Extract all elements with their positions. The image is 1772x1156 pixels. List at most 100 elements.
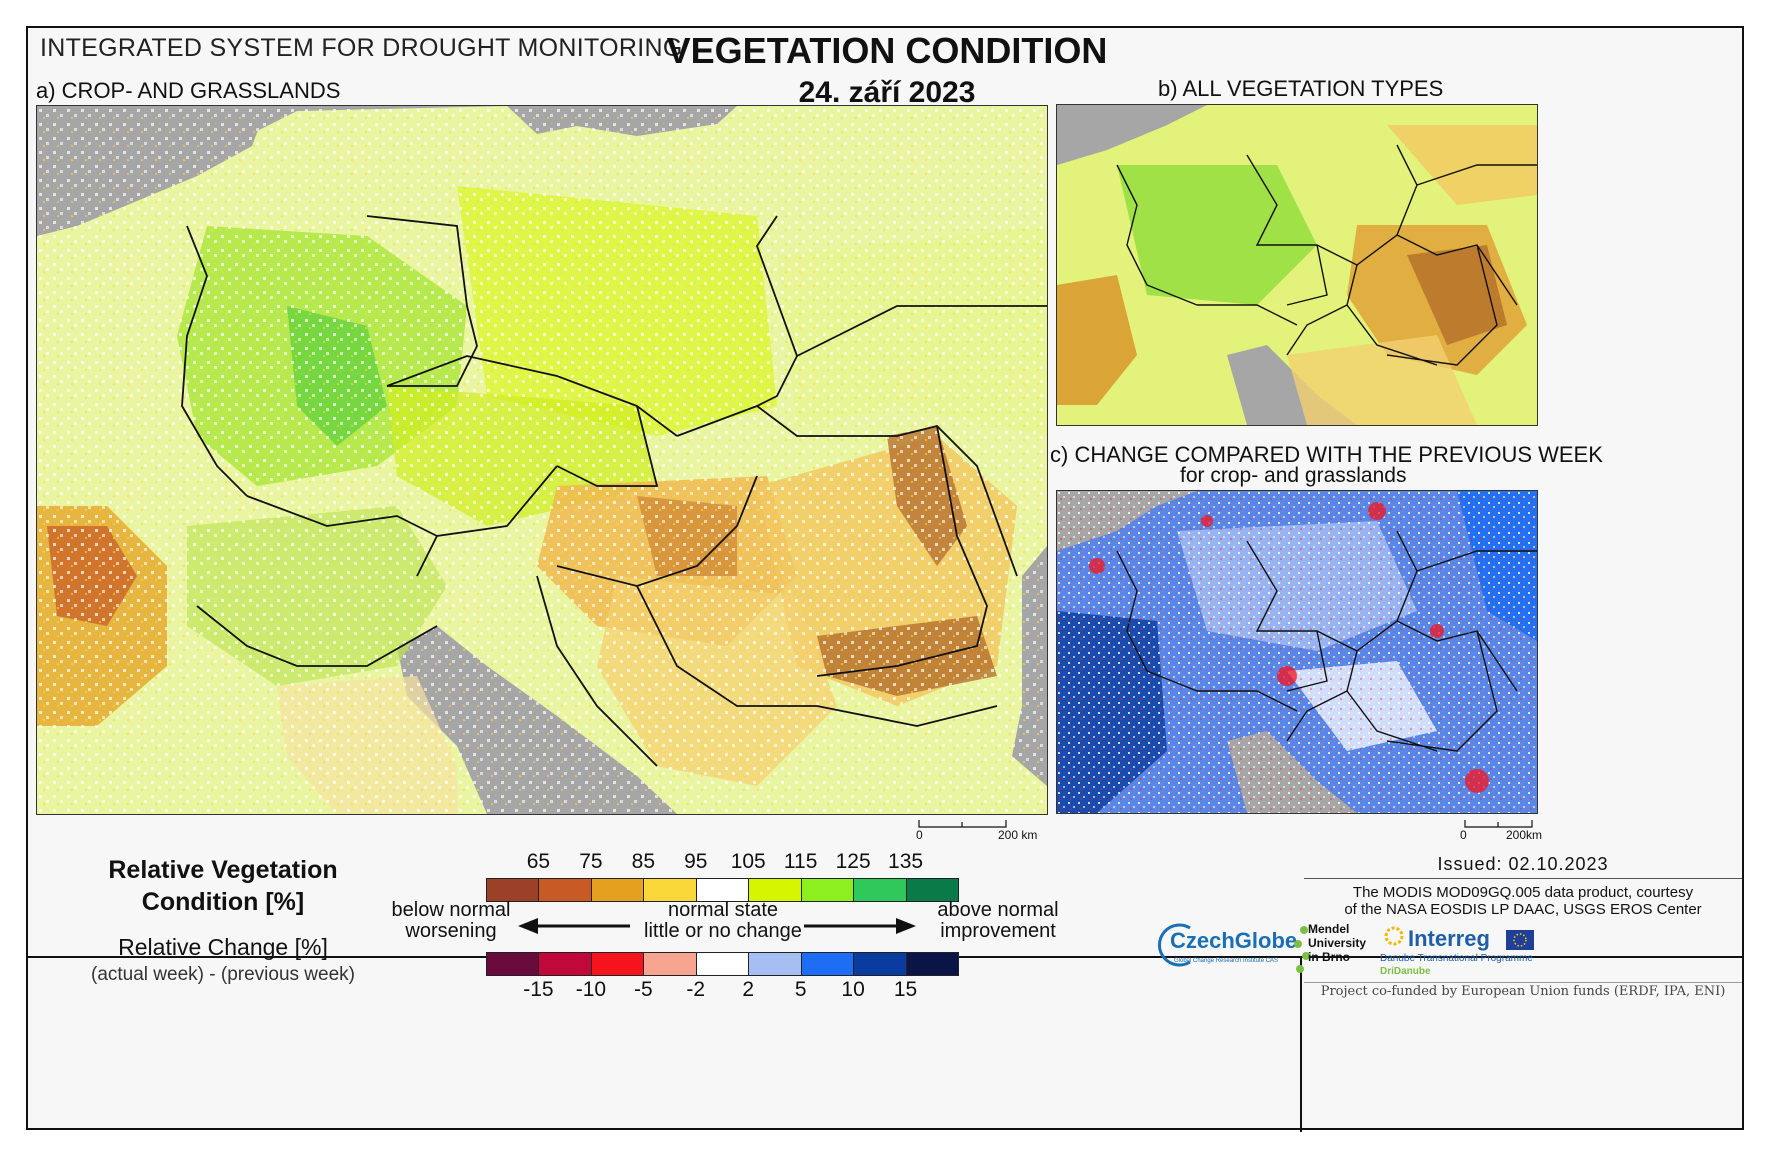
rvc-legend-title: Relative Vegetation Condition [%] xyxy=(88,854,358,918)
credits-divider xyxy=(1300,958,1302,1132)
rc-tick-label: 10 xyxy=(841,978,865,1001)
scale-end-main-label: 200 km xyxy=(998,828,1038,842)
legend-normal-state: normal state xyxy=(667,899,779,921)
panel-c-label: c) CHANGE COMPARED WITH THE PREVIOUS WEE… xyxy=(1050,442,1603,467)
rvc-color-bar xyxy=(486,878,959,902)
rc-legend-title: Relative Change [%] xyxy=(118,934,328,960)
map-a-canvas xyxy=(37,106,1047,814)
pixel-texture xyxy=(37,106,1047,814)
rvc-tick-label: 95 xyxy=(684,850,708,873)
rvc-tick-label: 75 xyxy=(579,850,603,873)
mendel-dots-icon xyxy=(1294,926,1310,973)
rvc-swatch xyxy=(695,878,750,902)
rvc-swatch xyxy=(643,878,697,902)
map-all-vegetation xyxy=(1056,104,1538,426)
rc-color-bar xyxy=(486,952,959,976)
sea-b-north xyxy=(1057,105,1197,165)
legend-mid-text: normal state little or no change xyxy=(628,900,818,942)
green-b xyxy=(1117,165,1317,305)
page-title: VEGETATION CONDITION xyxy=(666,30,1108,71)
funding-note: Project co-funded by European Union fund… xyxy=(1320,984,1726,999)
legend-right-text: above normal improvement xyxy=(928,900,1068,942)
arrow-right-icon xyxy=(804,918,916,934)
scale-zero-small-label: 0 xyxy=(1460,828,1467,842)
rvc-tick-label: 105 xyxy=(730,850,766,873)
rvc-tick-label: 115 xyxy=(783,850,818,873)
czechglobe-logo-text: CzechGlobe xyxy=(1170,928,1298,953)
rc-tick-label: -15 xyxy=(523,978,554,1001)
rvc-title-line1: Relative Vegetation xyxy=(108,856,338,884)
country-borders-b xyxy=(1116,144,1537,366)
rvc-tick-label: 135 xyxy=(888,850,924,873)
mendel-logo-text: Mendel University in Brno xyxy=(1308,922,1366,964)
mendel-line1: Mendel xyxy=(1308,922,1350,936)
data-credit-line1: The MODIS MOD09GQ.005 data product, cour… xyxy=(1352,884,1694,901)
mendel-line3: in Brno xyxy=(1308,950,1350,964)
map-b-canvas xyxy=(1057,105,1537,425)
eu-flag-icon xyxy=(1506,930,1534,950)
system-name: INTEGRATED SYSTEM FOR DROUGHT MONITORING xyxy=(40,34,683,62)
rvc-tick-label: 65 xyxy=(526,850,551,873)
map-weekly-change xyxy=(1056,490,1538,814)
rvc-swatch xyxy=(905,878,959,902)
dridanube-label: DriDanube xyxy=(1380,966,1431,977)
country-borders-c xyxy=(1116,530,1537,752)
rc-swatch xyxy=(590,952,645,976)
rvc-swatch xyxy=(800,878,855,902)
rc-tick-labels: -15 -10 -5 -2 2 5 10 15 xyxy=(486,978,958,1002)
rc-swatch xyxy=(800,952,855,976)
rc-swatch xyxy=(853,952,907,976)
legend-little-change: little or no change xyxy=(644,920,802,942)
data-credit: The MODIS MOD09GQ.005 data product, cour… xyxy=(1304,884,1742,918)
issued-divider xyxy=(1304,878,1742,879)
rvc-swatch xyxy=(590,878,645,902)
rc-tick-label: 2 xyxy=(742,978,755,1001)
panel-a-label: a) CROP- AND GRASSLANDS xyxy=(36,78,341,103)
interreg-logo-text: Interreg xyxy=(1408,926,1490,951)
legend-above-normal: above normal xyxy=(937,899,1059,921)
czechglobe-logo-subtext: Global Change Research Institute CAS xyxy=(1174,958,1279,964)
legend-improvement: improvement xyxy=(940,920,1056,942)
rc-tick-label: -5 xyxy=(633,978,653,1001)
rvc-swatch xyxy=(853,878,907,902)
rc-swatch xyxy=(905,952,959,976)
map-crop-grasslands: 0 xyxy=(36,105,1048,815)
drought-b-core xyxy=(1407,245,1507,345)
issued-date: Issued: 02.10.2023 xyxy=(1437,854,1609,874)
panel-b-label: b) ALL VEGETATION TYPES xyxy=(1158,76,1444,101)
map-c-canvas xyxy=(1057,491,1537,813)
rc-swatch xyxy=(486,952,540,976)
rvc-tick-label: 125 xyxy=(835,850,871,873)
drought-b-south xyxy=(1287,335,1477,425)
rc-tick-label: 5 xyxy=(794,978,807,1001)
legend-worsening: worsening xyxy=(405,920,497,942)
rvc-tick-label: 85 xyxy=(631,850,656,873)
panel-c-sublabel: for crop- and grasslands xyxy=(1180,464,1407,487)
rvc-tick-labels: 65 75 85 95 105 115 125 135 xyxy=(486,850,958,874)
map-date: 24. září 2023 xyxy=(798,76,976,109)
rc-swatch xyxy=(748,952,802,976)
legend-below-normal: below normal xyxy=(391,899,511,921)
legend-left-text: below normal worsening xyxy=(386,900,516,942)
pixel-texture-c xyxy=(1057,491,1537,813)
rvc-swatch xyxy=(538,878,592,902)
rc-legend-subtitle: (actual week) - (previous week) xyxy=(91,964,355,985)
country-borders xyxy=(181,215,1047,767)
interreg-programme: Danube Transnational Programme xyxy=(1380,953,1533,964)
scalebar-small xyxy=(1464,820,1533,828)
czechglobe-logo-icon xyxy=(1158,923,1191,967)
worsening-spots xyxy=(1089,502,1489,793)
funding-divider xyxy=(1304,982,1742,983)
rc-swatch xyxy=(695,952,750,976)
rc-tick-label: -10 xyxy=(575,978,607,1001)
arrow-left-icon xyxy=(518,918,630,934)
scale-zero-main-label: 0 xyxy=(916,828,923,842)
interreg-star-icon xyxy=(1384,926,1404,946)
rvc-title-line2: Condition [%] xyxy=(141,888,305,916)
drought-b-north xyxy=(1387,125,1537,205)
map-sheet: INTEGRATED SYSTEM FOR DROUGHT MONITORING… xyxy=(26,26,1744,1132)
rc-tick-label: -2 xyxy=(686,978,706,1001)
scale-end-small-label: 200km xyxy=(1506,828,1543,842)
drought-b-west xyxy=(1057,275,1137,405)
mendel-line2: University xyxy=(1308,936,1367,950)
